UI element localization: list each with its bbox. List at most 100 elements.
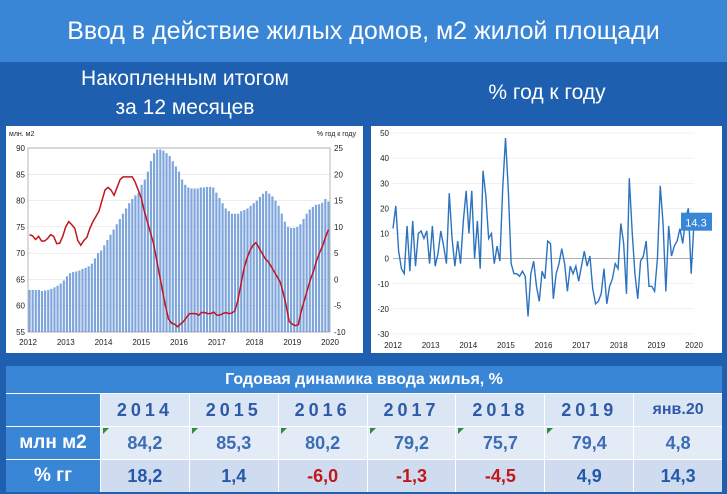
x-tick-label: 2018 bbox=[246, 338, 264, 347]
bar bbox=[252, 203, 255, 332]
bar bbox=[261, 193, 265, 332]
right-tick-label: 10 bbox=[334, 223, 343, 232]
pct-cell: -1,3 bbox=[366, 460, 456, 492]
pct-cell: 1,4 bbox=[188, 460, 278, 492]
bar bbox=[140, 184, 143, 332]
right-tick-label: 25 bbox=[334, 144, 343, 153]
bar bbox=[56, 285, 59, 332]
table-corner bbox=[6, 394, 100, 426]
bar bbox=[199, 187, 202, 332]
right-subtitle: % год к году bbox=[488, 81, 606, 104]
right-tick-label: 5 bbox=[334, 249, 339, 258]
marker-triangle bbox=[103, 428, 109, 434]
year-cell: 2015 bbox=[188, 394, 278, 426]
bar bbox=[299, 224, 302, 332]
bar bbox=[156, 149, 159, 332]
bar bbox=[146, 171, 149, 332]
left-tick-label: 90 bbox=[16, 144, 25, 153]
bar bbox=[218, 197, 221, 332]
bar bbox=[96, 253, 100, 332]
main-title: Ввод в действие жилых домов, м2 жилой пл… bbox=[0, 0, 727, 62]
bar bbox=[168, 155, 171, 332]
bar bbox=[165, 153, 168, 332]
bar bbox=[280, 213, 283, 332]
bar bbox=[289, 227, 293, 332]
x-tick-label: 2018 bbox=[610, 341, 628, 350]
y-tick-label: -10 bbox=[377, 280, 389, 289]
bar bbox=[324, 198, 327, 332]
pct-cell: 4,9 bbox=[544, 460, 634, 492]
bar bbox=[246, 208, 249, 332]
cumulative-chart: млн. м2 % год к году 55 60 65 70 75 80 85 90 -10 -5… bbox=[9, 131, 357, 347]
bar bbox=[90, 263, 93, 332]
bar bbox=[118, 218, 121, 332]
y-tick-label: -30 bbox=[377, 330, 389, 339]
bar bbox=[87, 266, 90, 332]
mln-cell: 79,4 bbox=[544, 427, 634, 459]
year-cell: 2018 bbox=[455, 394, 545, 426]
right-tick-label: 0 bbox=[334, 275, 339, 284]
bar bbox=[314, 204, 318, 332]
bar bbox=[305, 213, 308, 332]
bar bbox=[215, 192, 218, 332]
bar bbox=[265, 191, 268, 332]
mln-value: 4,8 bbox=[665, 433, 691, 453]
bar bbox=[72, 272, 75, 332]
bar bbox=[205, 186, 209, 332]
bar bbox=[47, 289, 50, 332]
bar bbox=[243, 210, 246, 332]
mln-cell: 84,2 bbox=[100, 427, 189, 459]
bar bbox=[68, 273, 72, 332]
x-tick-label: 2012 bbox=[19, 338, 37, 347]
bar bbox=[224, 208, 227, 332]
bar bbox=[237, 213, 240, 332]
year-cell: 2014 bbox=[100, 394, 189, 426]
bar bbox=[190, 188, 193, 332]
left-tick-label: 80 bbox=[16, 197, 25, 206]
bar bbox=[171, 161, 174, 332]
x-tick-label: 2013 bbox=[57, 338, 75, 347]
cumulative-chart-panel: млн. м2 % год к году 55 60 65 70 75 80 85 90 -10 -5… bbox=[6, 126, 363, 353]
pct-cell: -4,5 bbox=[455, 460, 545, 492]
year-cell: 2016 bbox=[277, 394, 367, 426]
year-cell: 2017 bbox=[366, 394, 456, 426]
x-tick-label: 2014 bbox=[95, 338, 113, 347]
bar bbox=[75, 271, 78, 332]
bar bbox=[78, 270, 81, 332]
x-tick-label: 2017 bbox=[208, 338, 226, 347]
right-tick-label: 20 bbox=[334, 170, 343, 179]
bar bbox=[100, 250, 103, 332]
marker-triangle bbox=[547, 428, 554, 434]
right-axis-label: % год к году bbox=[317, 131, 357, 138]
bar bbox=[184, 184, 187, 332]
bar bbox=[277, 205, 280, 332]
bar bbox=[109, 234, 112, 332]
mln-value: 79,2 bbox=[393, 433, 430, 453]
bar bbox=[302, 218, 305, 332]
bar bbox=[81, 268, 84, 332]
bar bbox=[283, 221, 286, 332]
bar bbox=[159, 149, 162, 332]
left-tick-label: 65 bbox=[16, 275, 25, 284]
bar bbox=[255, 200, 258, 332]
bar bbox=[233, 213, 237, 332]
bar bbox=[62, 280, 65, 332]
bar bbox=[131, 198, 134, 332]
bar bbox=[274, 200, 277, 332]
bar bbox=[115, 224, 118, 332]
bar bbox=[143, 179, 146, 332]
marker-triangle bbox=[458, 428, 465, 434]
bar bbox=[258, 196, 262, 332]
pct-cell: -6,0 bbox=[277, 460, 367, 492]
bar bbox=[28, 289, 31, 332]
right-tick-label: 15 bbox=[334, 197, 343, 206]
mln-cell: 80,2 bbox=[277, 427, 367, 459]
mln-cell: 75,7 bbox=[455, 427, 545, 459]
bar bbox=[202, 187, 205, 332]
year-cell: 2019 bbox=[544, 394, 634, 426]
x-tick-label: 2020 bbox=[685, 341, 703, 350]
bar bbox=[327, 201, 330, 332]
x-tick-label: 2015 bbox=[497, 341, 515, 350]
x-tick-label: 2019 bbox=[283, 338, 301, 347]
